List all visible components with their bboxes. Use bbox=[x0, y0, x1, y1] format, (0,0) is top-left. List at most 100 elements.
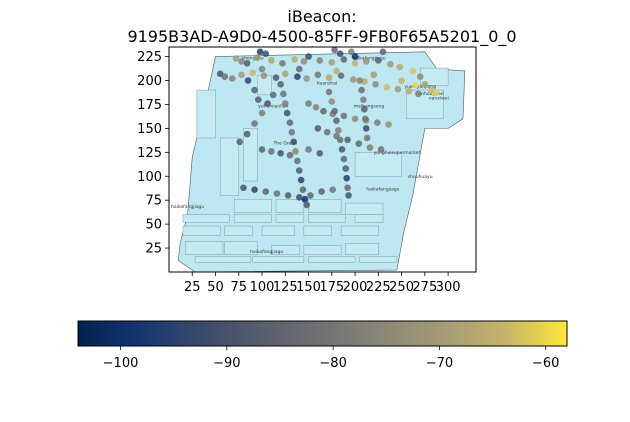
colorbar-tick-label: −70 bbox=[426, 356, 453, 371]
data-point bbox=[303, 75, 310, 82]
data-point bbox=[336, 136, 344, 144]
data-point bbox=[244, 77, 252, 84]
data-point bbox=[432, 89, 440, 97]
store-label: yuhuinianlian bbox=[258, 103, 288, 109]
data-point bbox=[251, 120, 258, 127]
data-point bbox=[279, 59, 286, 67]
data-point bbox=[262, 188, 270, 195]
data-point bbox=[272, 74, 280, 81]
y-tick-label: 200 bbox=[137, 74, 162, 89]
store-label: haikafangjiagu bbox=[250, 249, 283, 255]
data-point bbox=[292, 148, 299, 155]
data-point bbox=[258, 65, 266, 73]
store-outline bbox=[308, 214, 346, 223]
store-outline bbox=[243, 128, 258, 182]
store-label: tianhouyuan bbox=[415, 91, 443, 97]
x-tick-label: 25 bbox=[184, 280, 201, 295]
data-point bbox=[300, 58, 308, 65]
data-point bbox=[268, 148, 275, 155]
store-outline bbox=[354, 214, 384, 223]
store-outline bbox=[194, 256, 252, 263]
store-label: yonghuisupermarket bbox=[374, 150, 421, 156]
store-label: nanxiwei bbox=[429, 96, 449, 102]
data-point bbox=[262, 50, 270, 58]
data-point bbox=[268, 57, 275, 64]
colorbar bbox=[77, 320, 568, 347]
store-outline bbox=[275, 214, 305, 223]
data-point bbox=[372, 81, 379, 88]
store-label: shengzhu bbox=[242, 55, 264, 61]
data-point bbox=[258, 109, 266, 117]
data-point bbox=[316, 57, 324, 64]
data-point bbox=[269, 91, 277, 99]
data-point bbox=[260, 72, 268, 80]
colorbar-axis: −100 −90 −80 −70 −60 bbox=[103, 346, 559, 371]
store-label: haikafangjiagu bbox=[171, 204, 204, 210]
store-label: The Green bbox=[273, 141, 298, 147]
data-point bbox=[374, 119, 381, 126]
data-point bbox=[281, 100, 289, 107]
data-point bbox=[294, 73, 301, 80]
data-point bbox=[238, 71, 245, 79]
data-point bbox=[398, 77, 405, 84]
data-point bbox=[370, 71, 377, 79]
data-point bbox=[337, 72, 345, 80]
store-outline bbox=[219, 137, 239, 196]
data-point bbox=[255, 96, 262, 103]
store-outline bbox=[303, 244, 342, 255]
data-point bbox=[412, 81, 419, 89]
store-outline bbox=[261, 225, 295, 236]
data-point bbox=[344, 136, 351, 144]
data-point bbox=[348, 48, 355, 56]
x-tick-label: 200 bbox=[343, 280, 368, 295]
data-point bbox=[394, 85, 402, 93]
x-tick-label: 125 bbox=[273, 280, 298, 295]
data-point bbox=[331, 47, 338, 54]
data-point bbox=[305, 146, 312, 153]
data-point bbox=[325, 88, 333, 96]
data-point bbox=[331, 107, 338, 115]
data-point bbox=[383, 83, 390, 91]
data-point bbox=[396, 63, 404, 71]
data-point bbox=[316, 149, 324, 157]
store-label: haikafangjiagu bbox=[352, 55, 385, 61]
data-point bbox=[361, 105, 368, 113]
data-point bbox=[221, 73, 229, 80]
data-point bbox=[333, 67, 340, 75]
store-outline bbox=[303, 225, 333, 236]
data-point bbox=[284, 192, 292, 199]
chart-title-line1: iBeacon: bbox=[287, 7, 356, 26]
data-point bbox=[336, 50, 344, 58]
data-point bbox=[318, 188, 325, 195]
data-point bbox=[416, 73, 424, 80]
x-tick-label: 100 bbox=[250, 280, 275, 295]
y-tick-label: 225 bbox=[137, 50, 162, 65]
data-point bbox=[290, 138, 297, 146]
data-point bbox=[405, 87, 413, 95]
data-point bbox=[294, 157, 301, 165]
data-point bbox=[288, 128, 296, 136]
store-label: yueleyanjiang bbox=[404, 84, 436, 90]
x-tick-label: 150 bbox=[296, 280, 321, 295]
data-point bbox=[351, 53, 359, 60]
data-point bbox=[295, 167, 303, 174]
colorbar-tick-label: −100 bbox=[103, 356, 139, 371]
data-point bbox=[305, 53, 312, 60]
data-point bbox=[328, 98, 336, 105]
y-tick-label: 75 bbox=[145, 194, 162, 209]
data-point bbox=[243, 130, 251, 138]
data-point bbox=[286, 151, 294, 159]
x-tick-label: 275 bbox=[412, 280, 437, 295]
data-point bbox=[362, 125, 370, 132]
data-point bbox=[323, 128, 331, 136]
y-tick-label: 175 bbox=[137, 98, 162, 113]
y-tick-label: 150 bbox=[137, 122, 162, 137]
store-outline bbox=[196, 89, 216, 139]
data-point bbox=[355, 140, 363, 148]
data-point bbox=[421, 81, 429, 88]
store-outline bbox=[224, 241, 258, 255]
data-point bbox=[366, 144, 374, 151]
data-point bbox=[236, 138, 244, 146]
data-point bbox=[299, 186, 307, 193]
store-label: meibangsong bbox=[354, 103, 385, 109]
